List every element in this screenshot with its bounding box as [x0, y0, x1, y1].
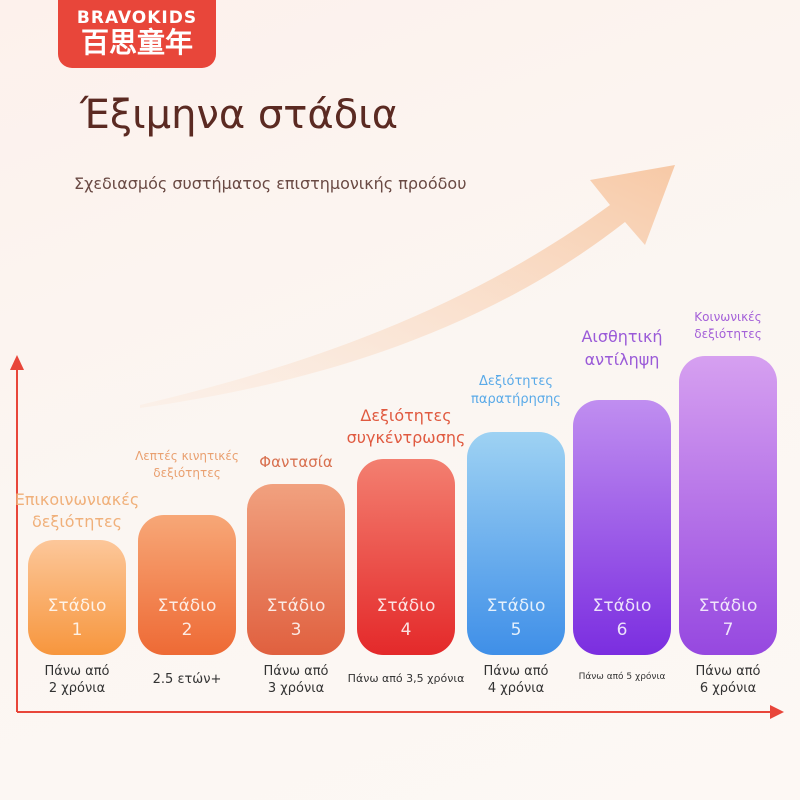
stage-label: δεξιότητες — [31, 512, 123, 531]
stage-label: Φαντασία — [259, 453, 333, 471]
stage-age: Πάνω από 3,5 χρόνια — [347, 672, 465, 685]
stage-label: Αισθητική — [581, 327, 663, 346]
stage-label: αντίληψη — [584, 350, 660, 369]
stage-word: Στάδιο — [376, 596, 436, 616]
logo: BRAVOKIDS 百思童年 — [58, 0, 216, 68]
stage-age: Πάνω από 5 χρόνια — [578, 672, 666, 682]
brand-name: 百思童年 — [80, 26, 193, 59]
stage-label: συγκέντρωσης — [346, 428, 466, 447]
x-arrowhead — [770, 705, 784, 719]
stage-word: Στάδιο — [157, 596, 217, 616]
subtitle: Σχεδιασμός συστήματος επιστημονικής προό… — [74, 174, 467, 193]
brand: BRAVOKIDS — [76, 8, 198, 28]
stage-number: 6 — [616, 620, 628, 640]
y-arrowhead — [10, 355, 24, 370]
growth-arrow — [140, 165, 675, 408]
stage-label: Δεξιότητες — [360, 406, 452, 425]
stage-age: Πάνω από — [695, 664, 761, 679]
stage-word: Στάδιο — [486, 596, 546, 616]
stage-bar — [679, 356, 777, 655]
stage-label: Λεπτές κινητικές — [135, 449, 239, 463]
stage-label: Δεξιότητες — [478, 374, 554, 389]
stage-word: Στάδιο — [47, 596, 107, 616]
stage-bar — [247, 484, 345, 655]
stage-age: 3 χρόνια — [267, 681, 325, 696]
stage-label: Επικοινωνιακές — [14, 490, 140, 509]
stage-age: Πάνω από — [263, 664, 329, 679]
stage-age: 2.5 ετών+ — [152, 672, 222, 687]
stage-bar — [138, 515, 236, 655]
stage-age: Πάνω από — [44, 664, 110, 679]
stage-number: 7 — [722, 620, 734, 640]
stage-number: 4 — [400, 620, 412, 640]
stage-label: Κοινωνικές — [694, 310, 762, 324]
stage-label: δεξιότητες — [694, 327, 762, 341]
stage-bar — [28, 540, 126, 655]
stage-word: Στάδιο — [266, 596, 326, 616]
stage-age: 2 χρόνια — [48, 681, 106, 696]
stage-bar — [467, 432, 565, 655]
stage-number: 1 — [71, 620, 83, 640]
stage-label: παρατήρησης — [471, 392, 561, 407]
stage-bar — [357, 459, 455, 655]
stage-age: 6 χρόνια — [699, 681, 757, 696]
stage-number: 2 — [181, 620, 193, 640]
stage-age: 4 χρόνια — [487, 681, 545, 696]
stage-word: Στάδιο — [698, 596, 758, 616]
title: Έξιμηνα στάδια — [80, 92, 399, 138]
stage-number: 3 — [290, 620, 302, 640]
stage-label: δεξιότητες — [153, 466, 221, 480]
stage-number: 5 — [510, 620, 522, 640]
stage-bar — [573, 400, 671, 655]
stage-age: Πάνω από — [483, 664, 549, 679]
stage-word: Στάδιο — [592, 596, 652, 616]
